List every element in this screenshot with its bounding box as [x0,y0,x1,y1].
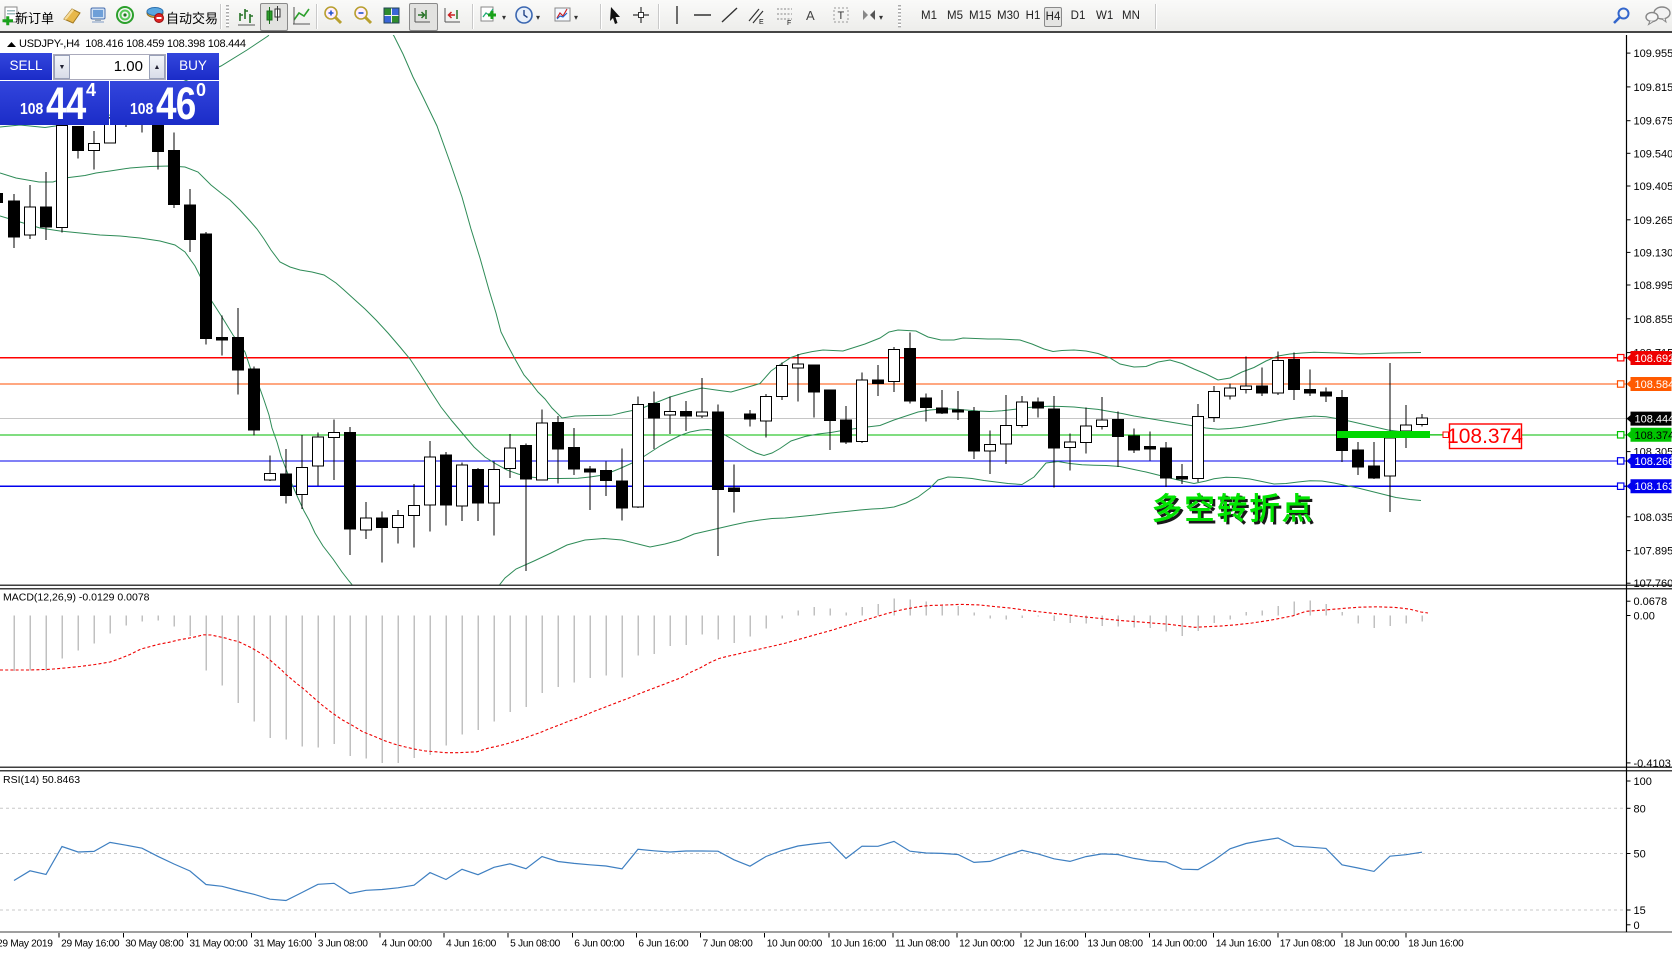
svg-text:109.675: 109.675 [1634,116,1672,128]
svg-text:80: 80 [1634,803,1646,815]
svg-text:30 May 08:00: 30 May 08:00 [125,939,184,950]
svg-text:多空转折点: 多空转折点 [1155,496,1318,529]
svg-text:RSI(14) 50.8463: RSI(14) 50.8463 [3,774,80,786]
svg-text:12 Jun 16:00: 12 Jun 16:00 [1023,939,1079,950]
svg-text:29 May 2019: 29 May 2019 [0,939,53,950]
svg-text:4 Jun 00:00: 4 Jun 00:00 [382,939,433,950]
svg-text:0.0678: 0.0678 [1634,596,1668,608]
svg-text:31 May 00:00: 31 May 00:00 [189,939,248,950]
svg-text:108.444: 108.444 [1635,414,1672,426]
svg-text:MACD(12,26,9) -0.0129 0.0078: MACD(12,26,9) -0.0129 0.0078 [3,592,150,604]
svg-text:10 Jun 00:00: 10 Jun 00:00 [767,939,823,950]
svg-text:100: 100 [1634,776,1652,788]
svg-text:107.760: 107.760 [1634,578,1672,590]
svg-text:108.855: 108.855 [1634,314,1672,326]
svg-text:18 Jun 00:00: 18 Jun 00:00 [1344,939,1400,950]
svg-text:14 Jun 00:00: 14 Jun 00:00 [1152,939,1208,950]
svg-text:F: F [787,20,791,27]
svg-text:108.163: 108.163 [1635,481,1672,493]
svg-text:108.692: 108.692 [1635,353,1672,365]
svg-text:7 Jun 08:00: 7 Jun 08:00 [703,939,754,950]
svg-text:31 May 16:00: 31 May 16:00 [254,939,313,950]
svg-text:E: E [759,19,764,26]
svg-text:USDJPY-,H4 108.416 108.459 10: USDJPY-,H4 108.416 108.459 108.398 108.4… [19,38,246,50]
svg-text:15: 15 [1634,905,1646,917]
svg-text:6 Jun 00:00: 6 Jun 00:00 [574,939,625,950]
svg-text:17 Jun 08:00: 17 Jun 08:00 [1280,939,1336,950]
svg-text:108.266: 108.266 [1635,456,1672,468]
svg-text:多空转折点: 多空转折点 [1152,493,1315,526]
svg-text:109.540: 109.540 [1634,148,1672,160]
svg-text:50: 50 [1634,849,1646,861]
svg-text:-0.4103: -0.4103 [1634,758,1671,770]
svg-text:14 Jun 16:00: 14 Jun 16:00 [1216,939,1272,950]
svg-text:109.405: 109.405 [1634,181,1672,193]
svg-text:109.815: 109.815 [1634,82,1672,94]
svg-text:108.374: 108.374 [1635,430,1672,442]
svg-text:18 Jun 16:00: 18 Jun 16:00 [1408,939,1464,950]
svg-text:4 Jun 16:00: 4 Jun 16:00 [446,939,497,950]
svg-text:109.130: 109.130 [1634,247,1672,259]
svg-text:108.374: 108.374 [1447,425,1523,448]
svg-text:12 Jun 00:00: 12 Jun 00:00 [959,939,1015,950]
svg-text:109.955: 109.955 [1634,48,1672,60]
svg-text:108.584: 108.584 [1635,379,1672,391]
svg-text:0.00: 0.00 [1634,611,1655,623]
svg-text:29 May 16:00: 29 May 16:00 [61,939,120,950]
svg-text:T: T [838,10,845,22]
svg-text:108.995: 108.995 [1634,280,1672,292]
svg-text:5 Jun 08:00: 5 Jun 08:00 [510,939,561,950]
svg-text:10 Jun 16:00: 10 Jun 16:00 [831,939,887,950]
svg-text:13 Jun 08:00: 13 Jun 08:00 [1087,939,1143,950]
svg-text:11 Jun 08:00: 11 Jun 08:00 [895,939,950,950]
svg-text:108.035: 108.035 [1634,512,1672,524]
svg-text:3 Jun 08:00: 3 Jun 08:00 [318,939,369,950]
svg-text:6 Jun 16:00: 6 Jun 16:00 [638,939,689,950]
svg-text:107.895: 107.895 [1634,546,1672,558]
svg-text:109.265: 109.265 [1634,215,1672,227]
svg-text:0: 0 [1634,920,1640,932]
